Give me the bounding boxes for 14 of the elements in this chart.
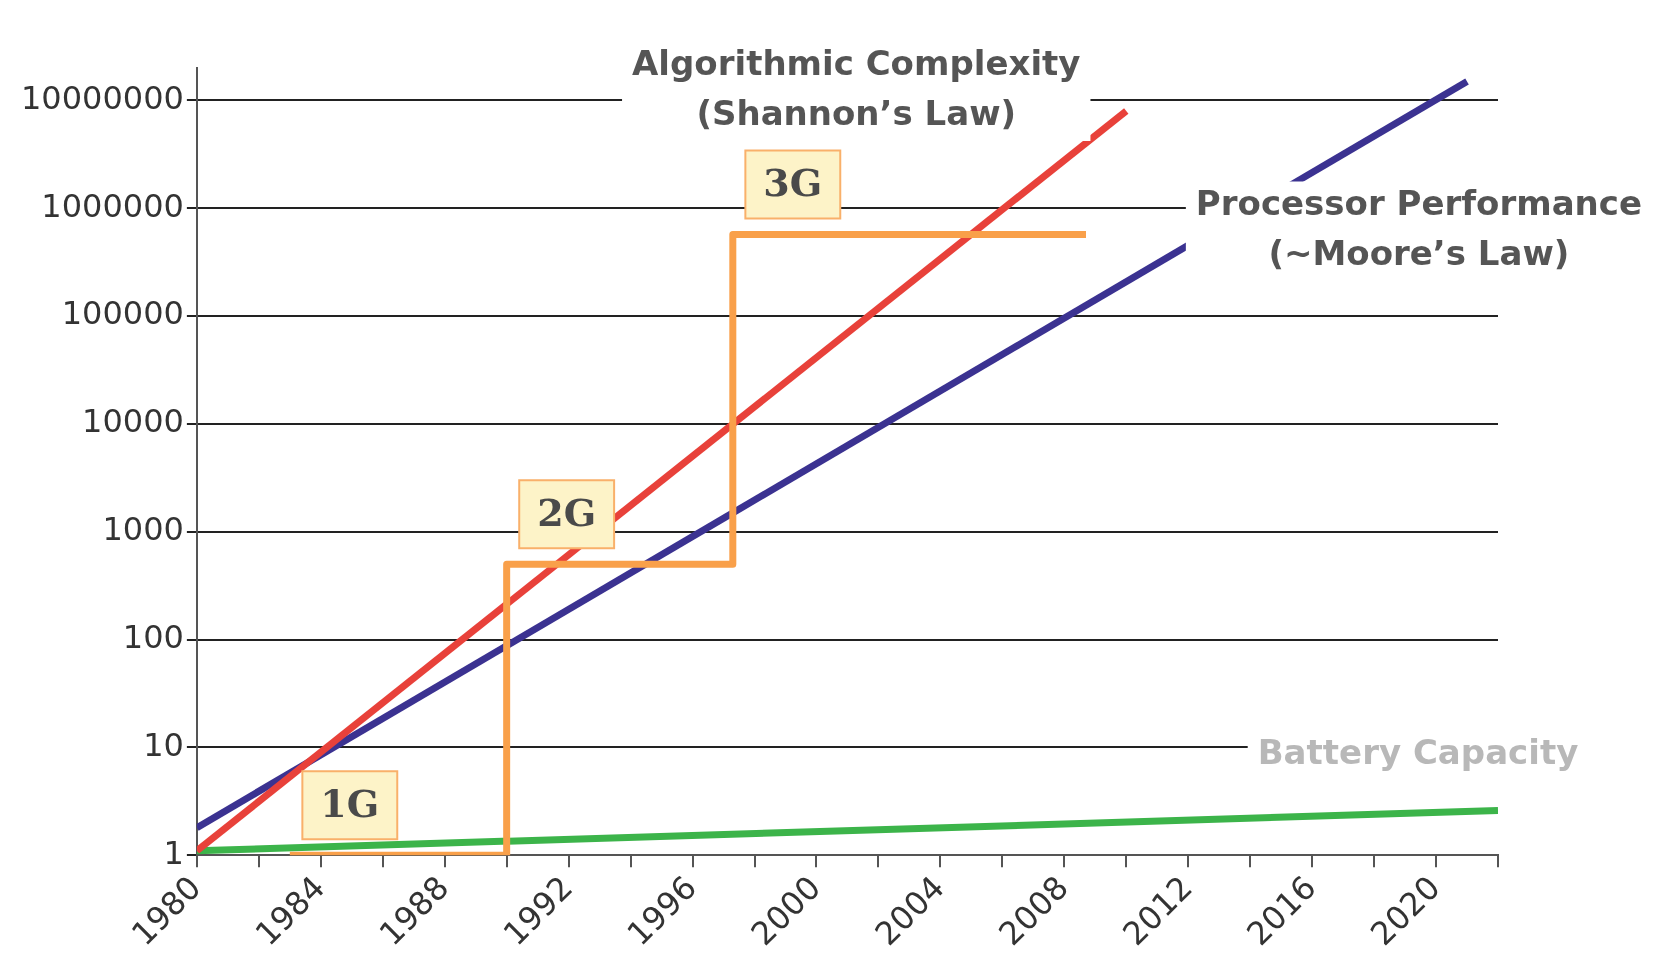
y-tick-label: 10	[143, 725, 184, 764]
y-tick-label: 1000	[102, 510, 184, 549]
annotation: 2G	[537, 490, 597, 536]
y-tick-label: 100	[122, 617, 184, 656]
series-label: Battery Capacity	[1257, 732, 1579, 773]
annotation: 3G	[763, 160, 823, 206]
series-label: Processor Performance (~Moore’s Law)	[1195, 183, 1642, 274]
annotation: 1G	[320, 781, 380, 827]
y-tick-label: 10000	[82, 402, 184, 441]
y-tick-label: 100000	[61, 294, 184, 333]
y-tick-label: 10000000	[21, 78, 184, 117]
series-label: Algorithmic Complexity (Shannon’s Law)	[632, 42, 1081, 133]
y-tick-label: 1	[163, 833, 184, 872]
y-tick-label: 1000000	[41, 186, 184, 225]
